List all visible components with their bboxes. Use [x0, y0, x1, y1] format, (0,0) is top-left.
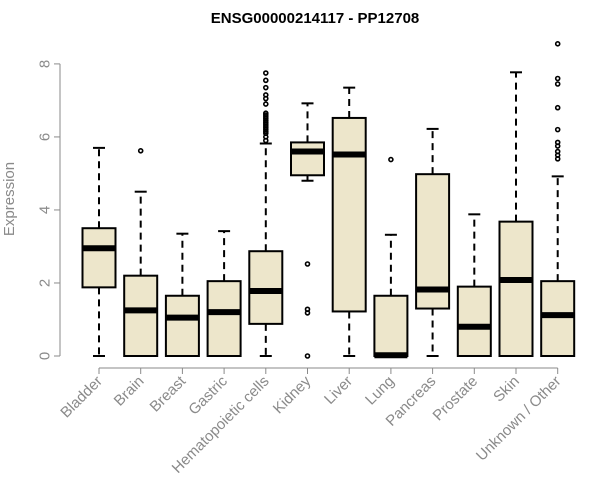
box-body	[81, 227, 117, 289]
y-tick-label: 2	[36, 279, 53, 287]
box-group	[290, 102, 325, 359]
y-tick-label: 4	[36, 206, 53, 214]
boxes-layer	[81, 41, 576, 359]
x-tick-label: Skin	[490, 373, 523, 406]
x-tick-label: Bladder	[57, 373, 106, 422]
outlier-point	[262, 77, 269, 84]
box-body	[540, 280, 576, 357]
box-group	[373, 156, 409, 359]
box-group	[540, 41, 576, 357]
outlier-point	[554, 75, 561, 82]
box-group	[164, 232, 200, 358]
box-body	[123, 274, 159, 357]
outlier-point	[262, 101, 269, 107]
outlier-point	[262, 84, 269, 91]
y-axis-title: Expression	[1, 162, 18, 236]
outlier-point	[304, 261, 311, 267]
box-body	[290, 141, 325, 177]
outlier-point	[554, 139, 561, 146]
box-group	[123, 148, 159, 357]
box-group	[206, 230, 242, 357]
y-tick-label: 6	[36, 133, 53, 141]
box-group	[248, 70, 284, 357]
x-tick-label: Prostate	[430, 373, 482, 425]
x-tick-label: Lung	[362, 373, 398, 409]
x-tick-label: Breast	[147, 372, 190, 415]
y-tick-label: 8	[36, 60, 53, 68]
box-body	[248, 250, 284, 325]
y-tick-label: 0	[36, 352, 53, 360]
box-body	[373, 294, 409, 358]
outlier-point	[262, 70, 269, 76]
box-body	[164, 294, 200, 358]
outlier-point	[304, 310, 311, 316]
outlier-point	[554, 126, 561, 133]
outlier-point	[137, 148, 144, 154]
box-group	[415, 127, 451, 357]
outlier-point	[554, 81, 561, 87]
x-tick-label: Brain	[111, 373, 148, 410]
outlier-point	[554, 148, 561, 155]
box-group	[81, 146, 117, 357]
box-group	[331, 86, 367, 357]
box-group	[498, 71, 534, 357]
x-tick-label: Kidney	[270, 372, 315, 417]
box-body	[415, 173, 451, 310]
chart-title: ENSG00000214117 - PP12708	[211, 10, 420, 27]
outlier-point	[262, 92, 269, 98]
outlier-point	[388, 156, 394, 163]
box-group	[456, 213, 492, 357]
outlier-point	[304, 353, 311, 359]
box-body	[331, 116, 367, 313]
outlier-point	[262, 110, 269, 116]
outlier-point	[554, 104, 561, 111]
outlier-point	[554, 41, 561, 47]
box-body	[498, 220, 534, 357]
box-body	[456, 285, 492, 357]
x-tick-label: Liver	[321, 373, 356, 408]
box-body	[206, 280, 242, 357]
